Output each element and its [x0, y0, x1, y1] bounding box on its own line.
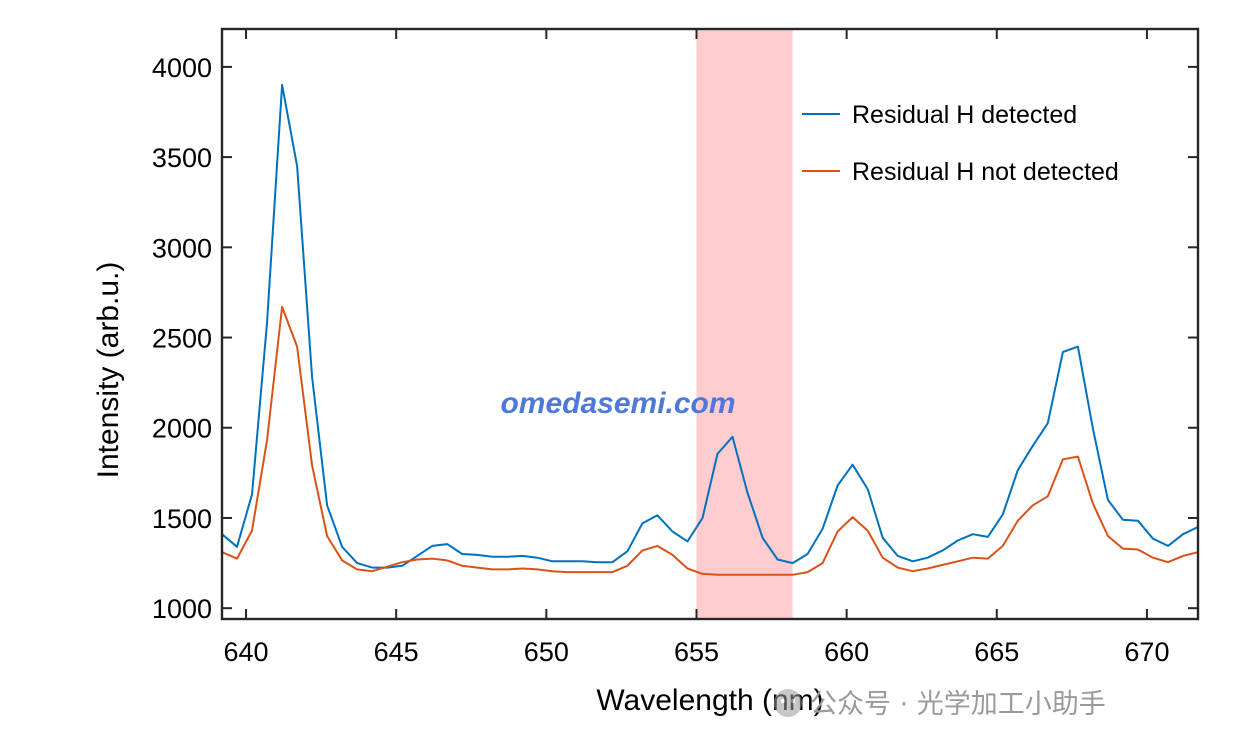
series-line-not-detected — [221, 305, 1199, 576]
y-tick-label: 3000 — [152, 233, 212, 263]
series-layer — [221, 83, 1199, 576]
plot-frame — [220, 27, 1200, 621]
wechat-watermark-text: 公众号 · 光学加工小助手 — [810, 689, 1106, 720]
legend-label-detected: Residual H detected — [852, 101, 1077, 129]
y-tick-label: 1000 — [152, 594, 212, 624]
tick-layer: 640 645 650 655 660 665 670 1000 1500 2000 2500 300… — [152, 29, 1198, 667]
x-tick-label: 665 — [974, 637, 1019, 667]
x-tick-label: 640 — [223, 637, 268, 667]
x-tick-label: 660 — [824, 637, 869, 667]
y-tick-label: 2500 — [152, 324, 212, 354]
y-axis-label: Intensity (arb.u.) — [92, 262, 125, 479]
y-tick-label: 1500 — [152, 504, 212, 534]
y-tick-label: 4000 — [152, 53, 212, 83]
highlight-band — [696, 29, 793, 619]
legend-label-not-detected: Residual H not detected — [852, 158, 1119, 186]
x-tick-label: 670 — [1124, 637, 1169, 667]
highlight-band-layer — [696, 29, 793, 619]
x-tick-label: 645 — [374, 637, 419, 667]
wechat-watermark: 公众号 · 光学加工小助手 — [774, 689, 1106, 720]
y-tick-label: 3500 — [152, 143, 212, 173]
wechat-logo-icon — [774, 689, 802, 717]
legend: Residual H detected Residual H not detec… — [802, 101, 1119, 186]
x-tick-label: 655 — [674, 637, 719, 667]
watermark-url: omedasemi.com — [500, 387, 735, 420]
x-tick-label: 650 — [524, 637, 569, 667]
y-tick-label: 2000 — [152, 414, 212, 444]
